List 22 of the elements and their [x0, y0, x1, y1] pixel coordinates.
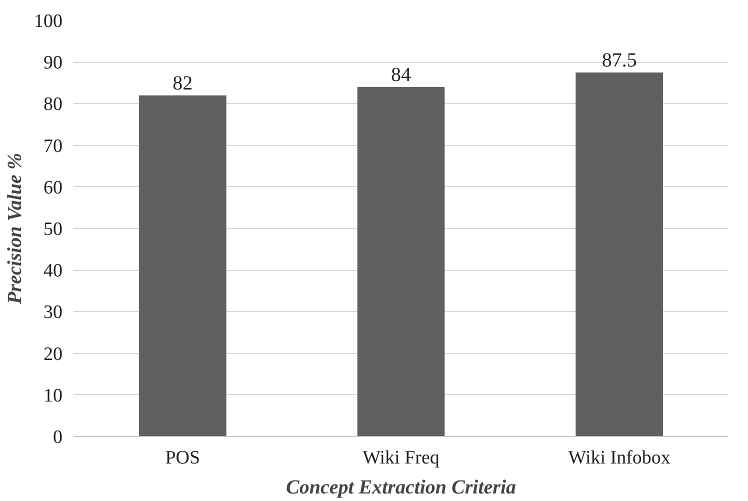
- bar: [139, 95, 226, 436]
- y-tick-label: 70: [44, 136, 62, 157]
- data-label: 82: [172, 72, 193, 94]
- y-axis-title: Precision Value %: [4, 152, 26, 306]
- y-tick-label: 20: [44, 344, 62, 365]
- y-tick-label: 80: [44, 94, 62, 116]
- y-tick-label: 30: [44, 302, 62, 324]
- y-tick-label: 50: [44, 219, 62, 240]
- y-tick-label: 10: [44, 385, 62, 406]
- x-tick-label: Wiki Infobox: [568, 448, 671, 468]
- x-tick-label: POS: [165, 448, 200, 468]
- y-tick-label: 40: [44, 260, 62, 282]
- x-axis-title: Concept Extraction Criteria: [286, 476, 516, 498]
- y-tick-label: 60: [44, 177, 62, 198]
- data-label: 84: [391, 64, 411, 86]
- y-tick-label: 100: [34, 11, 62, 32]
- bar: [357, 87, 445, 436]
- x-tick-label: Wiki Freq: [362, 448, 440, 468]
- bar: [576, 72, 663, 436]
- data-label: 87.5: [602, 50, 637, 72]
- y-tick-label: 0: [53, 427, 62, 448]
- y-tick-label: 90: [44, 52, 62, 74]
